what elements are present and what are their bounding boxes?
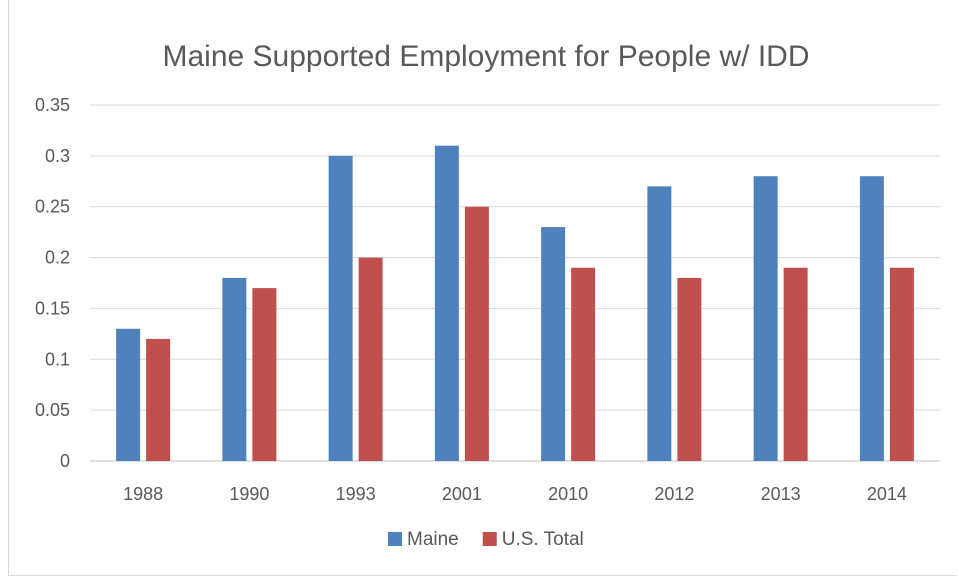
x-tick-label: 2013 <box>761 484 801 504</box>
bar-maine-1990 <box>222 277 247 461</box>
bars <box>116 145 914 461</box>
bar-maine-1988 <box>116 328 141 461</box>
bar-maine-2001 <box>434 145 459 461</box>
bar-maine-2010 <box>541 227 566 461</box>
gridlines <box>90 104 940 462</box>
bar-u-s-total-2014 <box>889 267 914 461</box>
legend-swatch <box>482 532 497 546</box>
legend-swatch <box>388 532 402 546</box>
y-axis: 0 0.05 0.1 0.15 0.2 0.25 0.3 0.35 <box>35 95 70 471</box>
y-tick-label: 0.15 <box>35 298 70 318</box>
y-tick-label: 0.3 <box>45 146 70 166</box>
bar-u-s-total-1990 <box>252 288 277 461</box>
bar-maine-2012 <box>647 186 672 461</box>
y-tick-label: 0.25 <box>35 197 70 217</box>
x-tick-label: 1990 <box>229 484 269 504</box>
y-tick-label: 0.35 <box>35 95 70 115</box>
chart-title: Maine Supported Employment for People w/… <box>163 40 810 73</box>
bar-maine-2014 <box>859 176 884 461</box>
bar-u-s-total-2001 <box>464 206 489 461</box>
y-tick-label: 0 <box>60 451 70 471</box>
legend-label: Maine <box>407 529 459 550</box>
bar-u-s-total-2012 <box>677 277 702 461</box>
bar-u-s-total-1993 <box>358 257 383 461</box>
bar-u-s-total-2013 <box>783 267 808 461</box>
y-tick-label: 0.2 <box>45 248 70 268</box>
x-tick-label: 1993 <box>336 484 376 504</box>
bar-maine-1993 <box>328 155 353 461</box>
x-tick-label: 2001 <box>442 484 482 504</box>
bar-u-s-total-2010 <box>571 267 596 461</box>
x-tick-label: 2012 <box>654 484 694 504</box>
bar-maine-2013 <box>753 176 778 461</box>
legend: Maine U.S. Total <box>388 529 584 550</box>
x-tick-label: 2014 <box>867 484 907 504</box>
x-axis: 1988 1990 1993 2001 2010 2012 2013 2014 <box>123 484 907 504</box>
bar-u-s-total-1988 <box>146 338 171 461</box>
x-tick-label: 1988 <box>123 484 163 504</box>
x-tick-label: 2010 <box>548 484 588 504</box>
y-tick-label: 0.1 <box>45 349 70 369</box>
legend-label: U.S. Total <box>502 529 584 550</box>
y-tick-label: 0.05 <box>35 400 70 420</box>
